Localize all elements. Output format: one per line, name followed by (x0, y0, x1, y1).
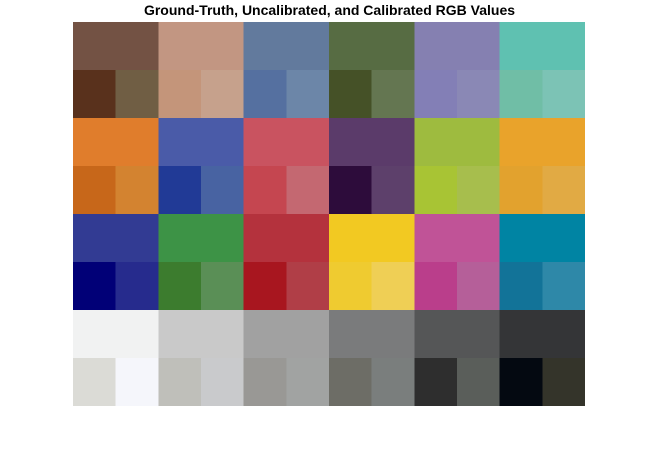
calibrated-patch (201, 262, 245, 311)
calibrated-patch (542, 262, 585, 311)
calibrated-patch (286, 166, 330, 215)
uncalibrated-patch (329, 262, 373, 311)
uncalibrated-patch (73, 166, 117, 215)
ground-truth-patch (414, 22, 501, 71)
chart-title: Ground-Truth, Uncalibrated, and Calibrat… (143, 2, 516, 18)
uncalibrated-patch (499, 358, 543, 406)
ground-truth-patch (414, 118, 501, 167)
uncalibrated-patch (73, 358, 117, 406)
ground-truth-patch (329, 118, 415, 167)
calibrated-patch (371, 358, 415, 406)
uncalibrated-patch (73, 70, 117, 119)
ground-truth-patch (243, 214, 330, 263)
ground-truth-patch (499, 22, 585, 71)
calibrated-patch (201, 166, 245, 215)
ground-truth-patch (243, 310, 330, 359)
ground-truth-patch (158, 22, 245, 71)
uncalibrated-patch (243, 70, 287, 119)
uncalibrated-patch (158, 70, 202, 119)
calibrated-patch (201, 358, 245, 406)
uncalibrated-patch (329, 166, 373, 215)
calibrated-patch (542, 358, 585, 406)
ground-truth-patch (158, 118, 245, 167)
ground-truth-patch (158, 214, 245, 263)
uncalibrated-patch (243, 262, 287, 311)
calibrated-patch (371, 166, 415, 215)
ground-truth-patch (243, 22, 330, 71)
ground-truth-patch (73, 22, 159, 71)
calibrated-patch (286, 70, 330, 119)
uncalibrated-patch (414, 262, 458, 311)
calibrated-patch (286, 358, 330, 406)
uncalibrated-patch (499, 262, 543, 311)
uncalibrated-patch (158, 358, 202, 406)
uncalibrated-patch (158, 166, 202, 215)
ground-truth-patch (73, 214, 159, 263)
uncalibrated-patch (243, 166, 287, 215)
ground-truth-patch (499, 118, 585, 167)
ground-truth-patch (329, 22, 415, 71)
calibrated-patch (115, 262, 159, 311)
uncalibrated-patch (499, 70, 543, 119)
ground-truth-patch (73, 118, 159, 167)
calibrated-patch (115, 70, 159, 119)
calibrated-patch (457, 358, 501, 406)
calibrated-patch (457, 70, 501, 119)
ground-truth-patch (499, 310, 585, 359)
calibrated-patch (371, 70, 415, 119)
calibrated-patch (371, 262, 415, 311)
uncalibrated-patch (158, 262, 202, 311)
ground-truth-patch (499, 214, 585, 263)
uncalibrated-patch (499, 166, 543, 215)
uncalibrated-patch (243, 358, 287, 406)
uncalibrated-patch (414, 70, 458, 119)
calibrated-patch (542, 166, 585, 215)
calibrated-patch (542, 70, 585, 119)
calibrated-patch (115, 358, 159, 406)
ground-truth-patch (414, 310, 501, 359)
uncalibrated-patch (329, 358, 373, 406)
uncalibrated-patch (73, 262, 117, 311)
calibrated-patch (201, 70, 245, 119)
ground-truth-patch (329, 310, 415, 359)
ground-truth-patch (158, 310, 245, 359)
calibrated-patch (115, 166, 159, 215)
uncalibrated-patch (414, 166, 458, 215)
calibrated-patch (457, 166, 501, 215)
patch-grid (73, 22, 585, 406)
uncalibrated-patch (414, 358, 458, 406)
ground-truth-patch (329, 214, 415, 263)
uncalibrated-patch (329, 70, 373, 119)
ground-truth-patch (414, 214, 501, 263)
calibrated-patch (286, 262, 330, 311)
ground-truth-patch (73, 310, 159, 359)
ground-truth-patch (243, 118, 330, 167)
calibrated-patch (457, 262, 501, 311)
